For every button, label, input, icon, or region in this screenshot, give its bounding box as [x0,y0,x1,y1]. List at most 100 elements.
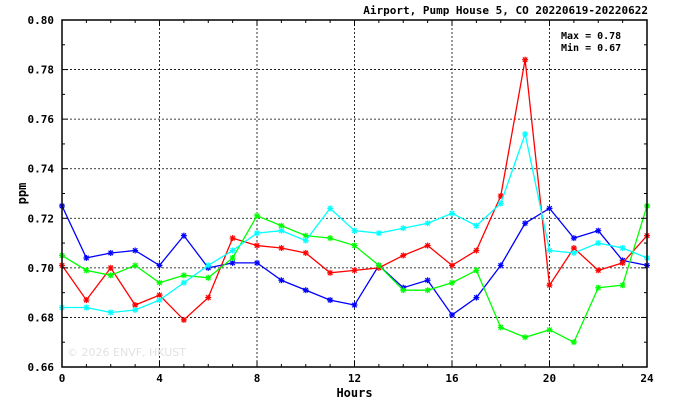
data-point-marker [497,200,504,207]
data-point-marker [302,249,309,256]
y-tick-label: 0.70 [28,262,55,275]
y-tick-label: 0.76 [28,113,55,126]
data-point-marker [449,279,455,286]
y-axis-label: ppm [15,183,29,205]
data-point-marker [229,247,236,254]
data-point-marker [473,294,480,301]
data-point-marker [83,254,90,261]
series-lines [59,56,650,346]
data-point-marker [107,272,114,279]
data-point-marker [522,220,529,227]
data-point-marker [278,245,285,252]
x-tick-label: 16 [445,372,459,385]
max-value-label: Max = 0.78 [561,31,621,42]
y-tick-label: 0.78 [28,64,55,77]
data-point-marker [302,237,309,244]
chart-title: Airport, Pump House 5, CO 20220619-20220… [363,4,648,17]
data-point-marker [107,264,114,271]
x-tick-label: 0 [59,372,66,385]
y-tick-label: 0.80 [28,14,55,27]
data-point-marker [595,267,602,274]
data-point-marker [570,339,577,346]
data-point-marker [83,304,90,311]
data-point-marker [473,222,480,229]
x-tick-label: 4 [156,372,163,385]
data-series-2 [59,56,650,323]
data-point-marker [595,227,602,234]
data-point-marker [449,311,455,318]
data-point-marker [254,242,260,249]
data-point-marker [205,294,212,301]
y-tick-label: 0.72 [28,212,55,225]
data-point-marker [254,259,260,266]
data-point-marker [327,269,334,276]
grid-lines [62,20,647,367]
data-point-marker [522,56,529,63]
copyright-watermark: © 2026 ENVF, HKUST [67,346,186,359]
data-point-marker [424,220,431,227]
data-point-marker [205,262,212,269]
min-value-label: Min = 0.67 [561,42,621,54]
y-tick-label: 0.66 [28,361,55,374]
data-point-marker [497,324,504,331]
data-point-marker [546,247,553,254]
axis-ticks: 0 4 8 12 16 20 24 0.66 0.68 0.70 0.72 0.74 0.76 0.78 0… [28,14,654,385]
data-point-marker [424,277,431,284]
data-point-marker [522,131,529,138]
data-point-marker [449,210,455,217]
x-tick-label: 24 [640,372,654,385]
data-point-marker [351,227,358,234]
data-point-marker [327,205,334,212]
data-point-marker [107,249,114,256]
data-point-marker [156,262,163,269]
data-point-marker [180,316,187,323]
data-point-marker [546,326,553,333]
data-point-marker [351,267,358,274]
data-point-marker [522,334,529,341]
data-point-marker [156,292,163,299]
data-point-marker [400,225,407,232]
data-point-marker [132,262,139,269]
data-point-marker [205,274,212,281]
data-point-marker [156,279,163,286]
data-point-marker [570,249,577,256]
data-point-marker [132,247,139,254]
data-point-marker [229,235,236,242]
data-point-marker [83,297,90,304]
y-tick-label: 0.74 [28,163,55,176]
data-point-marker [497,262,504,269]
data-point-marker [278,227,285,234]
x-tick-label: 12 [348,372,361,385]
data-point-marker [424,287,431,294]
data-point-marker [180,232,187,239]
x-tick-label: 20 [543,372,556,385]
data-point-marker [351,242,358,249]
x-axis-label: Hours [336,386,372,400]
x-tick-label: 8 [254,372,261,385]
data-point-marker [180,279,187,286]
data-point-marker [254,212,260,219]
data-series-4 [59,131,650,316]
data-point-marker [254,230,260,237]
data-point-marker [132,306,139,313]
data-point-marker [327,297,334,304]
y-tick-label: 0.68 [28,311,55,324]
data-point-marker [546,205,553,212]
data-point-marker [107,309,114,316]
data-point-marker [375,230,382,237]
data-point-marker [619,282,626,289]
data-point-marker [595,284,602,291]
data-point-marker [180,272,187,279]
data-point-marker [449,262,455,269]
data-point-marker [351,302,358,309]
data-point-marker [570,235,577,242]
data-point-marker [400,287,407,294]
data-point-marker [473,247,480,254]
data-point-marker [375,262,382,269]
data-point-marker [278,277,285,284]
data-point-marker [156,297,163,304]
data-point-marker [327,235,334,242]
data-point-marker [619,259,626,266]
data-point-marker [473,267,480,274]
